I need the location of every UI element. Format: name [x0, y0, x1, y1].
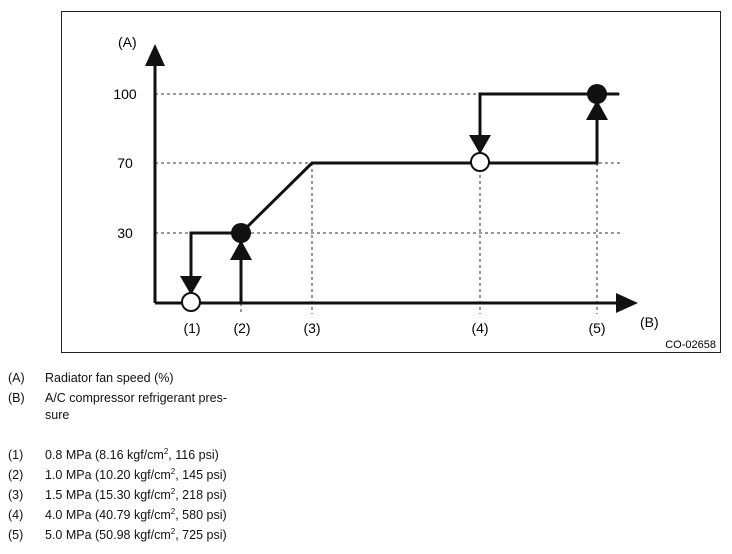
legend-key-3: (3) [8, 488, 24, 502]
down-arrow-1 [180, 276, 202, 295]
legend-text-b-line1: A/C compressor refrigerant pres- [45, 391, 228, 405]
legend-text-3: 1.5 MPa (15.30 kgf/cm2, 218 psi) [45, 486, 227, 502]
legend-key-b: (B) [8, 391, 25, 405]
filled-marker-2 [231, 223, 251, 243]
fan-speed-diagram: (A) (B) 100 70 30 (1) (2) (3) (4) (5) CO… [113, 34, 716, 351]
x-axis-arrowhead [616, 293, 638, 313]
up-arrow-5 [586, 100, 608, 120]
x-point-label-3: (3) [303, 320, 320, 336]
legend-key-a: (A) [8, 371, 25, 385]
legend-key-4: (4) [8, 508, 24, 522]
up-arrow-2 [230, 240, 252, 260]
legend-text-b-line2: sure [45, 408, 70, 422]
legend-key-1: (1) [8, 448, 24, 462]
legend-text-a: Radiator fan speed (%) [45, 371, 174, 385]
legend-text-2: 1.0 MPa (10.20 kgf/cm2, 145 psi) [45, 466, 227, 482]
figure-frame [61, 11, 721, 353]
legend-key-2: (2) [8, 468, 24, 482]
y-tick-70: 70 [117, 155, 133, 171]
legend-key-5: (5) [8, 528, 24, 542]
figure-code: CO-02658 [665, 339, 716, 351]
x-point-label-4: (4) [471, 320, 488, 336]
x-axis-label: (B) [640, 314, 659, 330]
legend-text-1: 0.8 MPa (8.16 kgf/cm2, 116 psi) [45, 446, 219, 462]
x-point-label-5: (5) [588, 320, 605, 336]
hysteresis-loop-low [155, 231, 243, 305]
x-point-label-2: (2) [233, 320, 250, 336]
legend-text-5: 5.0 MPa (50.98 kgf/cm2, 725 psi) [45, 526, 227, 542]
hysteresis-loop-high [478, 92, 599, 165]
y-axis-label: (A) [118, 34, 137, 50]
down-arrow-4 [469, 135, 491, 154]
filled-marker-5 [587, 84, 607, 104]
y-tick-30: 30 [117, 225, 133, 241]
open-marker-1 [181, 292, 201, 312]
open-marker-4 [470, 152, 490, 172]
ramp-segment [239, 161, 480, 235]
legend-text-4: 4.0 MPa (40.79 kgf/cm2, 580 psi) [45, 506, 227, 522]
x-point-label-1: (1) [183, 320, 200, 336]
y-tick-100: 100 [113, 86, 137, 102]
y-axis-arrowhead [145, 44, 165, 66]
